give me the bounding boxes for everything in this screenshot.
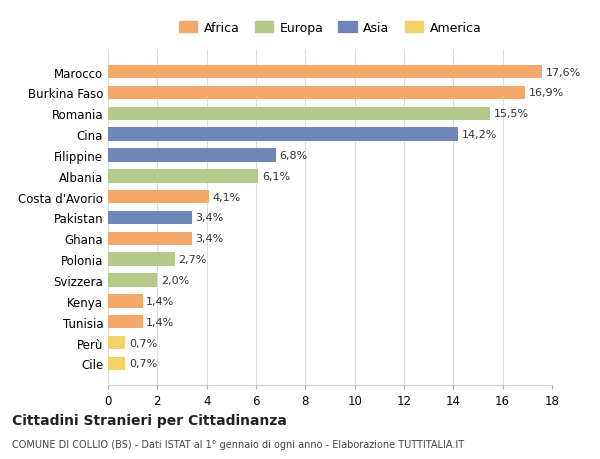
Text: 0,7%: 0,7% (129, 358, 157, 369)
Text: 3,4%: 3,4% (196, 213, 224, 223)
Bar (108, 357, 125, 370)
Text: 1,4%: 1,4% (146, 296, 175, 306)
Bar (108, 253, 175, 266)
Text: 16,9%: 16,9% (529, 88, 564, 98)
Bar (108, 66, 542, 79)
Bar (108, 336, 125, 350)
Bar (108, 86, 525, 100)
Text: 6,1%: 6,1% (262, 172, 290, 181)
Bar (108, 294, 143, 308)
Text: 1,4%: 1,4% (146, 317, 175, 327)
Text: Cittadini Stranieri per Cittadinanza: Cittadini Stranieri per Cittadinanza (12, 414, 287, 428)
Text: 4,1%: 4,1% (213, 192, 241, 202)
Text: 15,5%: 15,5% (494, 109, 529, 119)
Text: 6,8%: 6,8% (280, 151, 308, 161)
Bar (108, 107, 490, 121)
Bar (108, 128, 458, 142)
Bar (108, 190, 209, 204)
Text: 17,6%: 17,6% (546, 67, 581, 78)
Bar (108, 315, 143, 329)
Bar (108, 211, 192, 225)
Legend: Africa, Europa, Asia, America: Africa, Europa, Asia, America (173, 17, 487, 39)
Bar (108, 232, 192, 246)
Text: 3,4%: 3,4% (196, 234, 224, 244)
Text: 14,2%: 14,2% (462, 130, 497, 140)
Bar (108, 274, 157, 287)
Text: COMUNE DI COLLIO (BS) - Dati ISTAT al 1° gennaio di ogni anno - Elaborazione TUT: COMUNE DI COLLIO (BS) - Dati ISTAT al 1°… (12, 440, 464, 449)
Bar (108, 170, 259, 183)
Text: 2,7%: 2,7% (178, 255, 206, 264)
Bar (108, 149, 276, 162)
Text: 0,7%: 0,7% (129, 338, 157, 348)
Text: 2,0%: 2,0% (161, 275, 189, 285)
